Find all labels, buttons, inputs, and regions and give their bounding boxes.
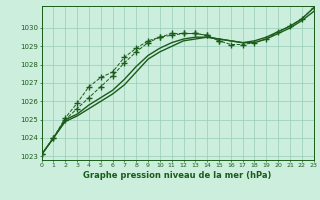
X-axis label: Graphe pression niveau de la mer (hPa): Graphe pression niveau de la mer (hPa) xyxy=(84,171,272,180)
